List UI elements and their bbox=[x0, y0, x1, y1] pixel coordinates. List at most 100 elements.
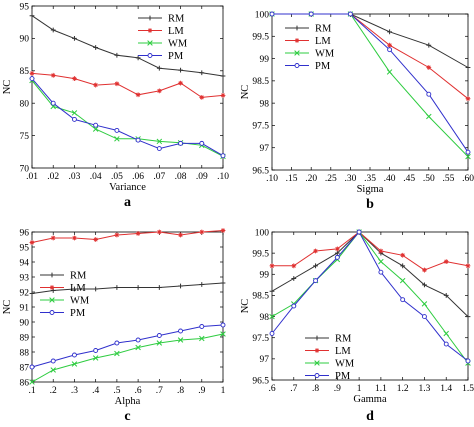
data-point bbox=[269, 11, 275, 17]
legend-label: RM bbox=[70, 271, 87, 282]
data-point bbox=[93, 122, 99, 128]
data-point bbox=[220, 331, 226, 337]
data-point bbox=[378, 248, 384, 254]
legend-marker bbox=[314, 348, 320, 353]
data-point bbox=[156, 138, 163, 145]
data-point bbox=[135, 344, 141, 351]
y-tick-label: 95 bbox=[20, 243, 30, 253]
y-tick-label: 97 bbox=[260, 144, 270, 154]
data-point bbox=[465, 149, 471, 155]
x-tick-label: .06 bbox=[132, 172, 144, 182]
data-point bbox=[178, 67, 183, 73]
data-point bbox=[50, 72, 56, 78]
data-point bbox=[347, 11, 353, 17]
data-point bbox=[72, 76, 77, 81]
x-tick-label: 1.4 bbox=[440, 384, 452, 394]
data-point bbox=[269, 313, 275, 320]
series-line bbox=[31, 333, 224, 383]
legend-marker bbox=[294, 50, 300, 56]
x-tick-label: .3 bbox=[71, 386, 78, 396]
y-axis-label: NC bbox=[240, 299, 251, 314]
data-point bbox=[50, 100, 56, 106]
y-tick-label: 95 bbox=[20, 2, 30, 12]
legend-entry-lm: LM bbox=[40, 283, 86, 294]
legend-label: LM bbox=[335, 346, 351, 357]
x-tick-label: .6 bbox=[135, 386, 142, 396]
x-tick-label: 1.5 bbox=[462, 384, 474, 394]
data-point bbox=[178, 80, 183, 86]
legend-marker bbox=[314, 335, 320, 341]
series-wm bbox=[29, 77, 226, 160]
data-point bbox=[426, 91, 432, 97]
data-point bbox=[156, 285, 162, 290]
data-point bbox=[443, 330, 449, 337]
legend-label: WM bbox=[70, 296, 90, 307]
data-point bbox=[156, 88, 162, 94]
x-tick-label: .40 bbox=[384, 174, 396, 184]
data-point bbox=[178, 140, 184, 146]
x-tick-label: 1.3 bbox=[419, 384, 431, 394]
x-tick-label: .07 bbox=[153, 172, 165, 182]
data-point bbox=[199, 140, 205, 146]
series-pm bbox=[269, 11, 471, 155]
data-point bbox=[313, 278, 319, 284]
y-tick-label: 86 bbox=[20, 378, 30, 388]
data-point bbox=[29, 13, 35, 19]
legend-marker bbox=[147, 15, 153, 21]
series-wm bbox=[269, 11, 471, 160]
legend-entry-pm: PM bbox=[40, 308, 86, 319]
panel-label: a bbox=[124, 195, 131, 210]
data-point bbox=[135, 92, 141, 98]
data-point bbox=[334, 254, 340, 260]
legend-marker bbox=[147, 28, 153, 33]
series-line bbox=[272, 13, 469, 153]
data-point bbox=[220, 280, 226, 286]
chart-panel-c: .1 .2 .3 .4 .5 .6 .7 .8 .9 1 86 87 88 89 90 91 92 93 94 95 9… bbox=[2, 228, 226, 424]
data-point bbox=[199, 335, 205, 342]
y-tick-label: 91 bbox=[20, 303, 30, 313]
y-tick-label: 96.5 bbox=[252, 166, 269, 176]
y-tick-label: 88 bbox=[20, 348, 30, 358]
x-tick-label: .45 bbox=[403, 174, 415, 184]
y-tick-label: 85 bbox=[20, 67, 30, 77]
legend-label: WM bbox=[315, 49, 335, 60]
data-point bbox=[426, 65, 432, 70]
data-point bbox=[156, 333, 162, 338]
legend-marker bbox=[49, 285, 55, 290]
x-tick-label: 1.2 bbox=[397, 384, 409, 394]
data-point bbox=[291, 303, 297, 309]
x-tick-label: .60 bbox=[462, 174, 474, 184]
x-tick-label: .08 bbox=[175, 172, 187, 182]
x-axis-label: Variance bbox=[109, 182, 146, 193]
data-point bbox=[92, 126, 99, 132]
data-point bbox=[71, 352, 77, 358]
y-tick-label: 98.5 bbox=[252, 77, 269, 87]
data-point bbox=[156, 146, 162, 152]
y-tick-label: 96 bbox=[20, 228, 30, 238]
data-point bbox=[72, 286, 77, 292]
x-tick-label: 1.1 bbox=[375, 384, 387, 394]
y-tick-label: 98 bbox=[260, 99, 270, 109]
legend-entry-rm: RM bbox=[285, 24, 332, 35]
x-tick-label: .20 bbox=[305, 174, 317, 184]
series-line bbox=[31, 282, 224, 294]
legend-marker bbox=[314, 360, 320, 366]
data-point bbox=[50, 27, 56, 33]
x-tick-label: .6 bbox=[268, 384, 275, 394]
legend-entry-wm: WM bbox=[138, 39, 188, 50]
legend-entry-pm: PM bbox=[138, 51, 184, 62]
data-point bbox=[178, 232, 183, 238]
data-point bbox=[465, 153, 471, 160]
data-point bbox=[386, 69, 393, 75]
legend-marker bbox=[147, 53, 153, 58]
x-axis-label: Sigma bbox=[357, 184, 384, 195]
series-pm bbox=[269, 229, 471, 364]
legend-label: LM bbox=[168, 26, 184, 37]
data-point bbox=[421, 301, 428, 307]
data-point bbox=[178, 283, 183, 289]
x-tick-label: .15 bbox=[286, 174, 298, 184]
data-point bbox=[313, 263, 318, 269]
legend-label: PM bbox=[168, 51, 184, 62]
x-tick-label: .7 bbox=[156, 386, 163, 396]
legend-entry-rm: RM bbox=[138, 14, 185, 25]
